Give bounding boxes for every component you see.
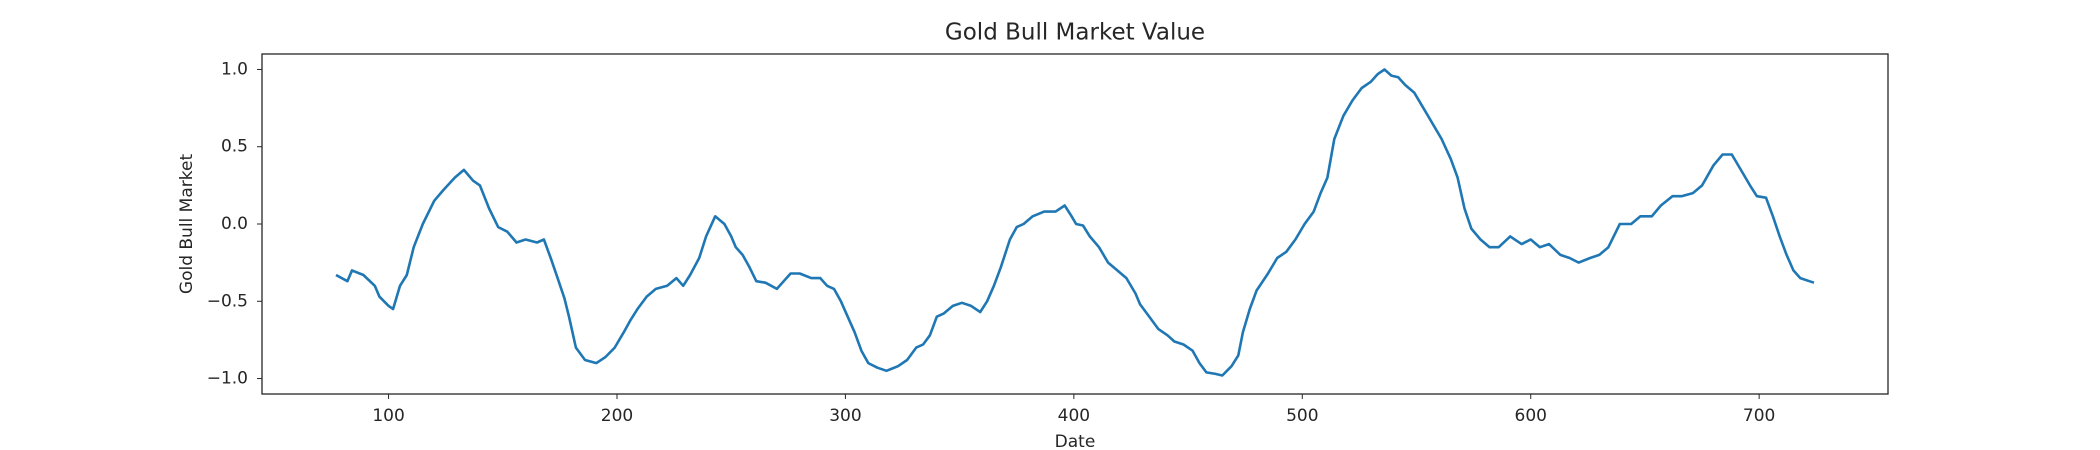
data-line <box>335 68 1815 377</box>
y-tick-label: −0.5 <box>207 291 248 311</box>
x-tick-label: 100 <box>372 406 404 426</box>
y-tick-label: −1.0 <box>207 369 248 389</box>
x-tick-label: 400 <box>1058 406 1090 426</box>
x-tick-label: 700 <box>1743 406 1775 426</box>
y-tick-label: 0.5 <box>221 137 248 157</box>
y-tick-label: 1.0 <box>221 59 248 79</box>
y-axis-label: Gold Bull Market <box>177 154 197 295</box>
x-tick-label: 500 <box>1286 406 1318 426</box>
x-axis-label: Date <box>1055 432 1096 450</box>
x-tick-label: 600 <box>1515 406 1547 426</box>
x-tick-label: 300 <box>829 406 861 426</box>
x-tick-label: 200 <box>601 406 633 426</box>
y-tick-label: 0.0 <box>221 214 248 234</box>
chart-title: Gold Bull Market Value <box>945 20 1205 46</box>
